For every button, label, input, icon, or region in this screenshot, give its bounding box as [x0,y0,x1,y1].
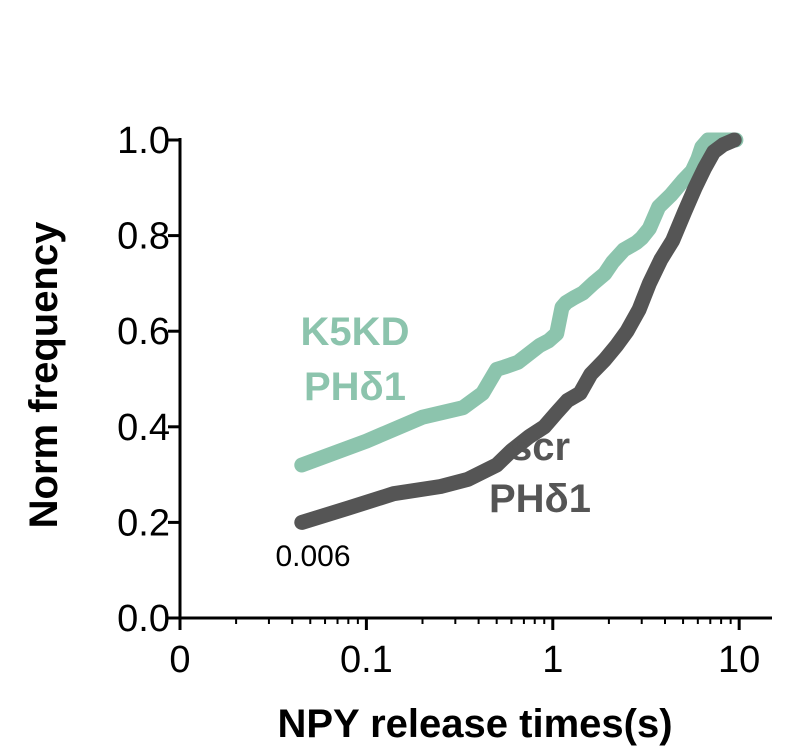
labels: Norm frequency NPY release times(s) K5KD PH… [22,221,673,746]
y-axis-title: Norm frequency [22,221,66,528]
y-tick-label-1: 0.2 [117,502,170,544]
x-tick-label-1: 0.1 [340,639,393,681]
y-tick-label-0: 0.0 [117,598,170,640]
series-line-1 [294,132,742,530]
x-tick-label-2: 1 [542,639,563,681]
series-line-0 [294,132,744,473]
y-tick-label-5: 1.0 [117,120,170,162]
y-tick-label-3: 0.6 [117,311,170,353]
p-value-annotation: 0.006 [275,540,350,573]
x-tick-label-0: 0 [169,639,190,681]
axes: 0.0 0.2 0.4 0.6 0.8 1.0 0 0.1 1 10 [117,120,772,681]
series-label-1-line-1: PHδ1 [489,477,591,521]
series-lines [294,132,744,530]
x-tick-label-3: 10 [718,639,760,681]
series-label-1-line-0: scr [510,425,570,469]
series-label-0-line-0: K5KD [301,310,410,354]
series-label-0: K5KD PHδ1 [301,310,410,409]
y-tick-label-4: 0.8 [117,216,170,258]
series-label-0-line-1: PHδ1 [304,365,406,409]
y-tick-label-2: 0.4 [117,407,170,449]
x-axis-title: NPY release times(s) [277,702,672,746]
series-label-1: scr PHδ1 [489,425,591,521]
